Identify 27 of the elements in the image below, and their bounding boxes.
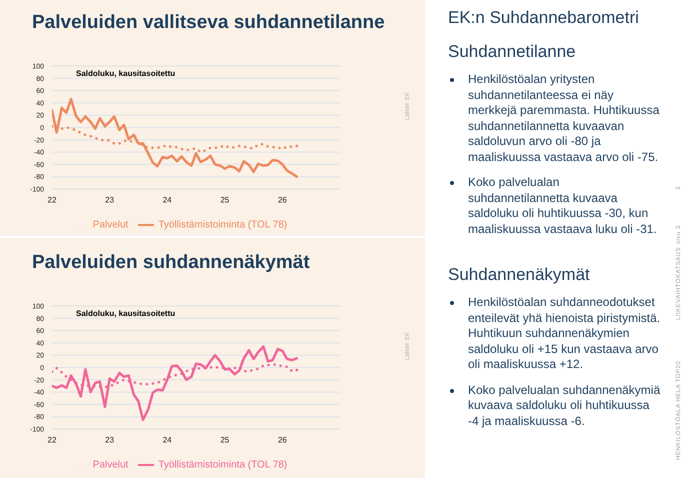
text: Suhdannetilanne xyxy=(448,42,577,62)
x-tick-label: 23 xyxy=(105,436,115,445)
legend-label: Työllistämistoiminta (TOL 78) xyxy=(158,460,288,471)
line-series xyxy=(52,98,298,178)
legend-label: Työllistämistoiminta (TOL 78) xyxy=(158,220,288,231)
text: EK:n Suhdannebarometri xyxy=(448,8,640,28)
x-tick-label: 25 xyxy=(220,196,230,205)
line-series xyxy=(52,345,298,422)
text: Henkilöstöalan suhdanneodotukset enteilevät yhä hienoista piristymistä. Huhtikuun suhdannenäkymien saldoluku oli +15 kun vastaava arvo oli maaliskuussa +12. xyxy=(468,295,662,372)
x-tick-label: 26 xyxy=(278,196,288,205)
annotation: Saldoluku, kausitasoitettu xyxy=(76,69,176,78)
chart-title: Palveluiden suhdannenäkymät xyxy=(32,252,310,274)
annotation: Saldoluku, kausitasoitettu xyxy=(76,309,176,318)
legend-label: Palvelut xyxy=(92,460,128,471)
legend-label: Palvelut xyxy=(92,220,128,231)
x-tick-label: 22 xyxy=(48,436,57,445)
x-tick-label: 22 xyxy=(48,196,57,205)
text: Koko palvelualan suhdannenäkymiä kuvaava saldoluku oli huhtikuussa -4 ja maaliskuussa -6. xyxy=(468,382,662,429)
x-tick-label: 23 xyxy=(105,196,115,205)
chart-title: Palveluiden vallitseva suhdannetilanne xyxy=(32,12,385,34)
x-tick-label: 24 xyxy=(162,196,172,205)
x-tick-label: 25 xyxy=(220,436,230,445)
x-tick-label: 26 xyxy=(278,436,288,445)
text: Suhdannenäkymät xyxy=(448,265,591,285)
x-tick-label: 24 xyxy=(162,436,172,445)
text: Henkilöstöalan yritysten suhdannetilanteessa ei näy merkkejä paremmasta. Huhtikuussa suhdannetilannetta kuvaavan saldoluvun arvo oli -80 ja maaliskuussa vastaava arvo oli -75. xyxy=(468,72,660,165)
text: Koko palvelualan suhdannetilannetta kuvaava saldoluku oli huhtikuussa -30, kun maaliskuussa vastaava luku oli -31. xyxy=(468,175,658,237)
